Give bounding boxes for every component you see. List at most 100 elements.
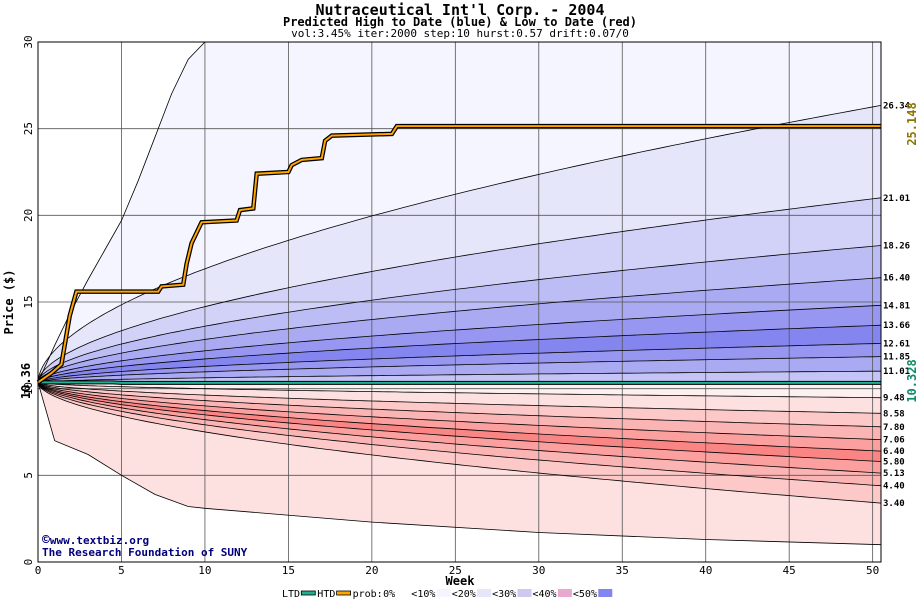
htd-final-label: 25.148 xyxy=(905,102,919,145)
upper-band-curve xyxy=(37,324,882,383)
x-tick-label: 5 xyxy=(118,564,125,577)
x-axis-label: Week xyxy=(446,574,476,588)
lower-band-fill xyxy=(38,382,881,452)
lower-band-label: 7.80 xyxy=(883,423,905,433)
legend-ltd-label: LTD xyxy=(282,589,300,600)
lower-band-curve xyxy=(37,382,882,399)
upper-band-fill xyxy=(38,197,881,383)
plot-frame xyxy=(37,41,882,563)
htd-line xyxy=(37,125,881,384)
upper-band-label: 11.85 xyxy=(883,353,910,363)
x-tick-label: 0 xyxy=(35,564,42,577)
lower-band-label: 8.58 xyxy=(883,409,905,419)
y-tick-label: 30 xyxy=(22,35,35,48)
upper-band-fill xyxy=(38,356,881,383)
lower-band-fill xyxy=(38,382,881,462)
upper-band-fill xyxy=(38,305,881,383)
upper-band-fill xyxy=(38,277,881,383)
legend-prob-swatch xyxy=(557,589,572,597)
legend: LTD HTD prob: 0% <10% <20% <30% <40% <50% xyxy=(282,589,613,600)
lower-band-curve xyxy=(37,382,882,474)
probability-bands xyxy=(38,42,881,545)
lower-band-curve xyxy=(37,382,882,428)
legend-prob-item: <10% xyxy=(411,589,435,600)
x-tick-label: 15 xyxy=(282,564,295,577)
lower-band-curve xyxy=(37,382,882,487)
axis-ticks: 0 5 10 15 20 25 30 35 40 45 50 0 5 10 15 20 25 30 xyxy=(22,35,879,577)
lower-band-curve xyxy=(37,382,882,440)
legend-prob-swatch xyxy=(477,589,492,597)
lower-band-curve xyxy=(37,382,882,462)
band-labels: 26.34 21.01 18.26 16.40 14.81 13.66 12.61 11.85… xyxy=(883,101,911,509)
y-tick-label: 25 xyxy=(22,122,35,135)
y-tick-label: 20 xyxy=(22,209,35,222)
upper-band-fill xyxy=(38,245,881,383)
upper-band-label: 26.34 xyxy=(883,101,911,111)
upper-band-label: 12.61 xyxy=(883,339,910,349)
lower-band-label: 3.40 xyxy=(883,499,905,509)
x-tick-label: 40 xyxy=(699,564,712,577)
legend-prob-swatch xyxy=(436,589,451,597)
lower-band-fill xyxy=(38,382,881,398)
upper-band-fill xyxy=(38,343,881,383)
legend-prob-label: prob: xyxy=(353,589,383,600)
lower-band-label: 4.40 xyxy=(883,482,905,492)
upper-band-curve xyxy=(37,343,882,383)
copyright-icon: © xyxy=(42,533,50,548)
x-tick-label: 20 xyxy=(365,564,378,577)
y-tick-label: 5 xyxy=(22,472,35,479)
simulation-params: vol:3.45% iter:2000 step:10 hurst:0.57 d… xyxy=(291,27,629,40)
grid xyxy=(38,42,881,562)
lower-band-fill xyxy=(38,382,881,504)
start-price-label: 10.36 xyxy=(19,363,33,399)
upper-band-label: 18.26 xyxy=(883,241,910,251)
lower-band-label: 6.40 xyxy=(883,447,905,457)
ltd-line xyxy=(38,381,881,384)
price-lines xyxy=(36,123,881,385)
ltd-final-label: 10.328 xyxy=(905,359,919,402)
lower-band-fill xyxy=(38,382,881,427)
upper-band-label: 21.01 xyxy=(883,194,910,204)
lower-band-curve xyxy=(37,382,882,546)
legend-prob-swatch xyxy=(598,589,613,597)
x-tick-label: 25 xyxy=(449,564,462,577)
lower-band-fill xyxy=(38,382,881,474)
legend-prob-swatch xyxy=(517,589,532,597)
x-tick-label: 30 xyxy=(532,564,545,577)
legend-prob-swatch xyxy=(396,589,411,597)
upper-band-fill xyxy=(38,325,881,383)
x-tick-label: 35 xyxy=(616,564,629,577)
lower-band-fill xyxy=(38,382,881,440)
upper-band-fill xyxy=(38,105,881,383)
upper-band-curve xyxy=(37,245,882,383)
upper-band-curve xyxy=(37,370,881,383)
lower-band-curve xyxy=(37,382,882,414)
upper-band-curve xyxy=(37,356,882,383)
legend-prob-item: <30% xyxy=(492,589,516,600)
upper-band-curve xyxy=(37,197,882,383)
upper-band-label: 16.40 xyxy=(883,274,910,284)
chart-title: Nutraceutical Int'l Corp. - 2004 xyxy=(316,1,605,19)
lower-band-label: 5.80 xyxy=(883,457,905,467)
x-tick-label: 45 xyxy=(783,564,796,577)
y-tick-label: 15 xyxy=(22,295,35,308)
upper-band-curve xyxy=(37,304,882,383)
lower-band-curve xyxy=(37,382,882,504)
legend-ltd-swatch xyxy=(300,590,316,596)
lower-band-label: 9.48 xyxy=(883,394,905,404)
upper-band-label: 14.81 xyxy=(883,301,910,311)
legend-prob-item: 0% xyxy=(383,589,395,600)
upper-band-label: 13.66 xyxy=(883,321,910,331)
lower-band-label: 7.06 xyxy=(883,436,905,446)
lower-band-curve xyxy=(37,382,882,452)
lower-band-fill xyxy=(38,382,881,414)
upper-band-curve xyxy=(37,105,882,383)
y-tick-label: 10 xyxy=(22,382,35,395)
legend-htd-label: HTD xyxy=(317,589,335,600)
upper-band-label: 11.01 xyxy=(883,367,910,377)
credit-url: ©www.textbiz.org xyxy=(42,533,149,548)
lower-band-label: 5.13 xyxy=(883,469,905,479)
upper-band-curve xyxy=(37,277,882,383)
legend-prob-item: <20% xyxy=(452,589,476,600)
